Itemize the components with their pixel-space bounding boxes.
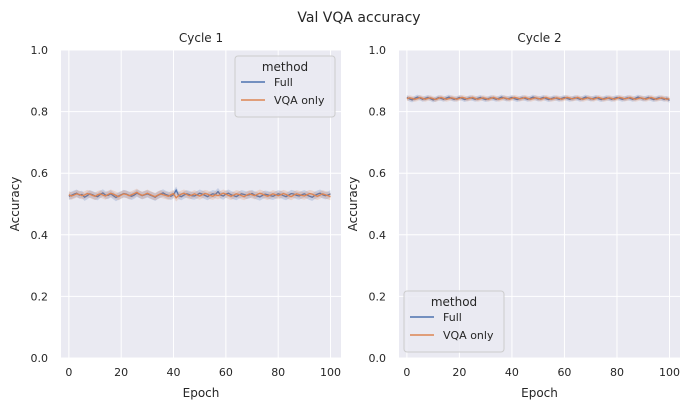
x-tick-label: 40: [167, 366, 181, 379]
legend-entry: Full: [274, 76, 293, 89]
legend-title: method: [431, 295, 477, 309]
y-tick-label: 0.0: [31, 352, 49, 365]
x-tick-label: 60: [219, 366, 233, 379]
chart-panel-2: 0 20 40 60 80 100 0.0 0.2 0.4 0.6 0.8 1.0 Cycle 2 Epo…: [346, 31, 680, 400]
x-tick-label: 80: [271, 366, 285, 379]
y-axis-label: Accuracy: [346, 177, 360, 232]
x-tick-label: 0: [403, 366, 410, 379]
legend-entry: VQA only: [443, 329, 494, 342]
series-band-2: [68, 188, 331, 202]
y-tick-label: 0.2: [31, 290, 49, 303]
x-tick-label: 100: [659, 366, 680, 379]
y-axis-label: Accuracy: [8, 177, 22, 232]
series-line-2: [406, 96, 670, 101]
x-tick-label: 80: [610, 366, 624, 379]
figure-title: Val VQA accuracy: [297, 10, 420, 26]
y-tick-label: 0.4: [31, 229, 49, 242]
y-tick-label: 1.0: [369, 44, 387, 57]
y-tick-label: 0.8: [31, 106, 49, 119]
y-tick-label: 0.8: [369, 106, 387, 119]
subplot-title: Cycle 1: [179, 31, 223, 45]
x-axis-label: Epoch: [183, 386, 220, 400]
series-line-1: [68, 188, 331, 199]
x-tick-label: 20: [452, 366, 466, 379]
y-tick-label: 1.0: [31, 44, 49, 57]
x-tick-label: 20: [114, 366, 128, 379]
x-axis-label: Epoch: [521, 386, 558, 400]
x-tick-label: 60: [557, 366, 571, 379]
legend-box: [234, 55, 336, 118]
y-tick-label: 0.6: [369, 167, 387, 180]
x-tick-label: 40: [505, 366, 519, 379]
legend-entry: Full: [443, 311, 462, 324]
chart-panels: 0 20 40 60 80 100 0.0 0.2 0.4 0.6 0.8 1.0 Cycle 1 Epo…: [8, 31, 680, 400]
series-line-2: [68, 191, 331, 199]
y-tick-label: 0.6: [31, 167, 49, 180]
legend-box: [403, 290, 505, 353]
legend: method Full VQA only: [403, 290, 505, 353]
y-tick-label: 0.0: [369, 352, 387, 365]
subplot-title: Cycle 2: [517, 31, 561, 45]
legend-entry: VQA only: [274, 94, 325, 107]
legend: method Full VQA only: [234, 55, 336, 118]
x-tick-label: 100: [320, 366, 341, 379]
y-tick-label: 0.2: [369, 290, 387, 303]
x-tick-label: 0: [65, 366, 72, 379]
legend-title: method: [262, 60, 308, 74]
chart-panel-1: 0 20 40 60 80 100 0.0 0.2 0.4 0.6 0.8 1.0 Cycle 1 Epo…: [8, 31, 341, 400]
y-tick-label: 0.4: [369, 229, 387, 242]
